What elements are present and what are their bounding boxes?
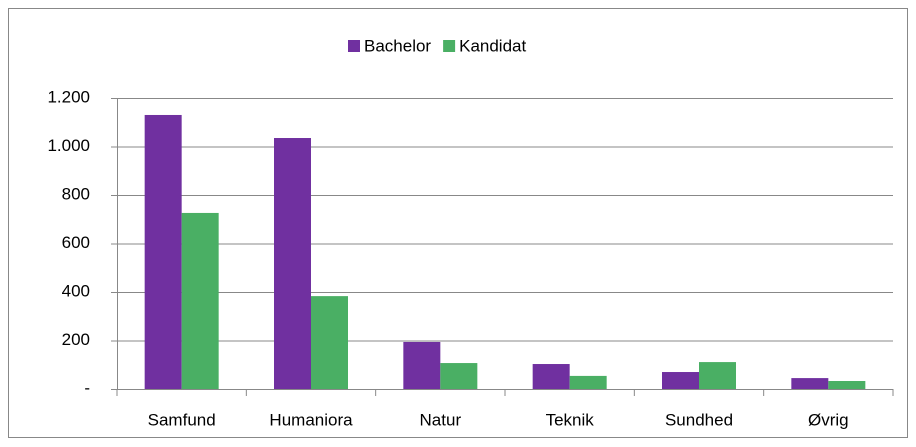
x-tick-label: Samfund: [148, 410, 216, 429]
y-tick-label: 600: [62, 233, 90, 252]
legend-label: Kandidat: [459, 36, 526, 55]
y-tick-label: 1.000: [47, 136, 90, 155]
x-tick-label: Humaniora: [269, 410, 353, 429]
legend-label: Bachelor: [364, 36, 431, 55]
bar: [144, 114, 182, 389]
legend-swatch: [443, 40, 456, 52]
bar: [181, 212, 219, 389]
x-tick-label: Natur: [420, 410, 462, 429]
x-tick-label: Teknik: [546, 410, 595, 429]
bar: [311, 296, 348, 389]
x-tick-label: Sundhed: [665, 410, 733, 429]
y-tick-label: 200: [62, 330, 90, 349]
legend-swatch: [348, 40, 360, 52]
bar: [828, 380, 866, 389]
bar: [274, 138, 311, 389]
bar: [662, 372, 699, 389]
bar: [440, 363, 478, 389]
bar: [569, 375, 607, 389]
bar: [532, 364, 570, 389]
y-tick-label: 800: [62, 184, 90, 203]
y-tick-label: -: [84, 378, 90, 397]
bar: [699, 362, 736, 389]
bar: [791, 378, 829, 389]
x-tick-label: Øvrig: [808, 410, 849, 429]
bar: [403, 341, 441, 389]
y-tick-label: 400: [62, 281, 90, 300]
y-tick-label: 1.200: [47, 87, 90, 106]
